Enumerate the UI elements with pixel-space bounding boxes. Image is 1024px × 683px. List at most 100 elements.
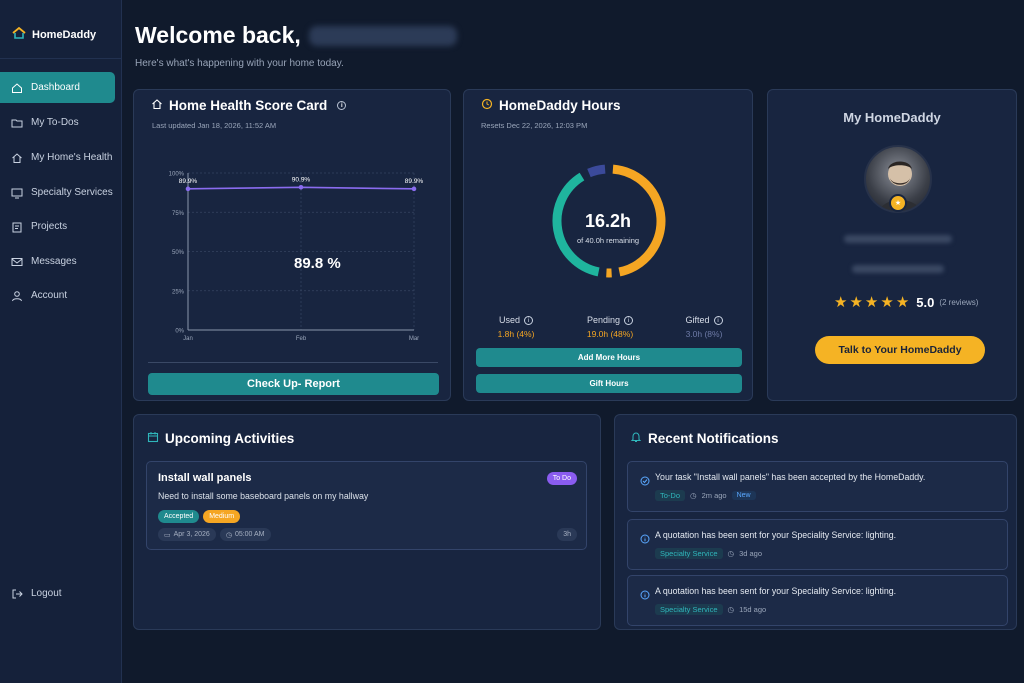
data-label: 89.9% [405, 178, 424, 185]
sidebar-item-label: Specialty Services [31, 187, 113, 198]
y-tick-label: 75% [172, 211, 185, 217]
pending-stat: Pending i 19.0h (48%) [570, 315, 650, 339]
pending-value: 19.0h (48%) [586, 329, 634, 340]
add-more-hours-button[interactable]: Add More Hours [476, 348, 742, 367]
notification-text: A quotation has been sent for your Speci… [655, 586, 897, 596]
notification-tag: Specialty Service [655, 604, 723, 615]
bell-icon [630, 431, 642, 446]
divider [0, 58, 122, 59]
sidebar-item-specialty-services[interactable]: Specialty Services [0, 177, 115, 208]
star-icon: ★ [834, 294, 848, 311]
home-icon [11, 82, 23, 94]
pending-arc[interactable] [612, 164, 666, 277]
upcoming-activities-card: Upcoming Activities Install wall panels … [133, 414, 601, 630]
calendar-icon [147, 431, 159, 446]
hours-title-text: HomeDaddy Hours [499, 98, 621, 113]
page-subtitle: Here's what's happening with your home t… [135, 58, 344, 69]
y-tick-label: 100% [169, 172, 185, 178]
sidebar-item-todos[interactable]: My To-Dos [0, 107, 115, 138]
user-name-redacted [308, 25, 457, 46]
clock-icon [481, 98, 493, 113]
hours-donut-chart [552, 164, 666, 278]
mail-icon [11, 256, 23, 268]
monitor-icon [11, 187, 23, 199]
sidebar-item-home-health[interactable]: My Home's Health [0, 142, 115, 173]
health-title-text: Home Health Score Card [169, 98, 328, 113]
x-tick-label: Mar [409, 336, 419, 342]
brand-logo[interactable]: HomeDaddy [12, 26, 96, 44]
data-label: 89.9% [179, 178, 198, 185]
x-tick-label: Feb [296, 336, 307, 342]
notification-time: 2m ago [701, 491, 727, 500]
notification-text: A quotation has been sent for your Speci… [655, 530, 897, 540]
notifications-title: Recent Notifications [630, 431, 779, 446]
hours-card-title: HomeDaddy Hours [481, 98, 621, 113]
accepted-tag: Accepted [158, 510, 200, 523]
rating-value: 5.0 [916, 295, 935, 310]
reviews-count[interactable]: (2 reviews) [939, 298, 979, 307]
data-point[interactable] [298, 184, 304, 190]
star-icon: ★ [880, 294, 894, 311]
my-homedaddy-card: My HomeDaddy ★ ★ ★ ★ ★ ★ 5.0 (2 reviews)… [767, 89, 1017, 401]
sidebar-item-dashboard[interactable]: Dashboard [0, 72, 115, 103]
star-icon: ★ [895, 294, 910, 311]
sidebar-item-label: Dashboard [31, 82, 80, 93]
clipboard-icon [11, 221, 23, 233]
clock-icon: ◷ [727, 549, 735, 558]
gifted-value: 3.0h (8%) [685, 329, 723, 340]
folder-icon [11, 117, 23, 129]
activity-date: Apr 3, 2026 [173, 531, 210, 538]
house-icon [151, 98, 163, 113]
health-card-title: Home Health Score Card i [151, 98, 347, 113]
info-icon [640, 531, 650, 549]
clock-icon: ◷ [690, 491, 697, 500]
sidebar-item-label: Messages [31, 256, 77, 267]
info-icon[interactable]: i [713, 316, 723, 326]
logout-button[interactable]: Logout [0, 578, 115, 609]
notification-item[interactable]: A quotation has been sent for your Speci… [627, 519, 1008, 570]
rating-stars: ★ ★ ★ ★ ★ 5.0 (2 reviews) [834, 295, 978, 310]
sidebar-item-account[interactable]: Account [0, 280, 115, 311]
gifted-stat: Gifted i 3.0h (8%) [664, 315, 744, 339]
priority-tag: Medium [203, 510, 241, 523]
avatar[interactable] [864, 145, 932, 213]
time-chip: ◷ 05:00 AM [219, 528, 271, 541]
activity-item[interactable]: Install wall panels To Do Need to instal… [146, 461, 587, 550]
info-icon[interactable]: i [624, 316, 634, 326]
sidebar-item-projects[interactable]: Projects [0, 211, 115, 242]
clock-icon: ◷ [225, 531, 232, 539]
clock-icon: ◷ [727, 605, 735, 614]
notification-item[interactable]: Your task "Install wall panels" has been… [627, 461, 1008, 512]
remaining-arc[interactable] [552, 172, 600, 277]
user-icon [11, 290, 23, 302]
star-icon: ★ [849, 294, 863, 311]
notification-item[interactable]: A quotation has been sent for your Speci… [627, 575, 1008, 626]
status-badge: To Do [546, 472, 577, 485]
notification-time: 15d ago [739, 605, 767, 614]
activity-title: Install wall panels [158, 472, 252, 484]
new-badge: New [731, 491, 756, 500]
info-icon[interactable]: i [337, 101, 347, 110]
hours-remaining-value: 16.2h [584, 211, 632, 231]
checkup-report-button[interactable]: Check Up- Report [148, 373, 439, 395]
talk-to-homedaddy-button[interactable]: Talk to Your HomeDaddy [815, 336, 985, 364]
gifted-label: Gifted [685, 315, 710, 325]
hours-card: HomeDaddy Hours Resets Dec 22, 2026, 12:… [463, 89, 753, 401]
house-icon [11, 152, 23, 164]
recent-notifications-card: Recent Notifications Your task "Install … [614, 414, 1017, 630]
health-score-value: 89.8 % [294, 255, 341, 272]
data-point[interactable] [185, 186, 191, 192]
gifted-arc[interactable] [587, 164, 606, 178]
sidebar-item-messages[interactable]: Messages [0, 246, 115, 277]
redacted-info [852, 265, 944, 273]
data-label: 90.9% [292, 176, 311, 183]
verified-badge-icon: ★ [889, 194, 907, 212]
sidebar-item-label: My To-Dos [31, 117, 79, 128]
info-icon[interactable]: i [524, 316, 533, 326]
data-point[interactable] [411, 186, 417, 192]
house-logo-icon [12, 26, 26, 44]
gift-hours-button[interactable]: Gift Hours [476, 374, 742, 393]
notification-time: 3d ago [739, 549, 763, 558]
used-stat: Used i 1.8h (4%) [476, 315, 556, 339]
sidebar-item-label: Projects [31, 221, 68, 232]
